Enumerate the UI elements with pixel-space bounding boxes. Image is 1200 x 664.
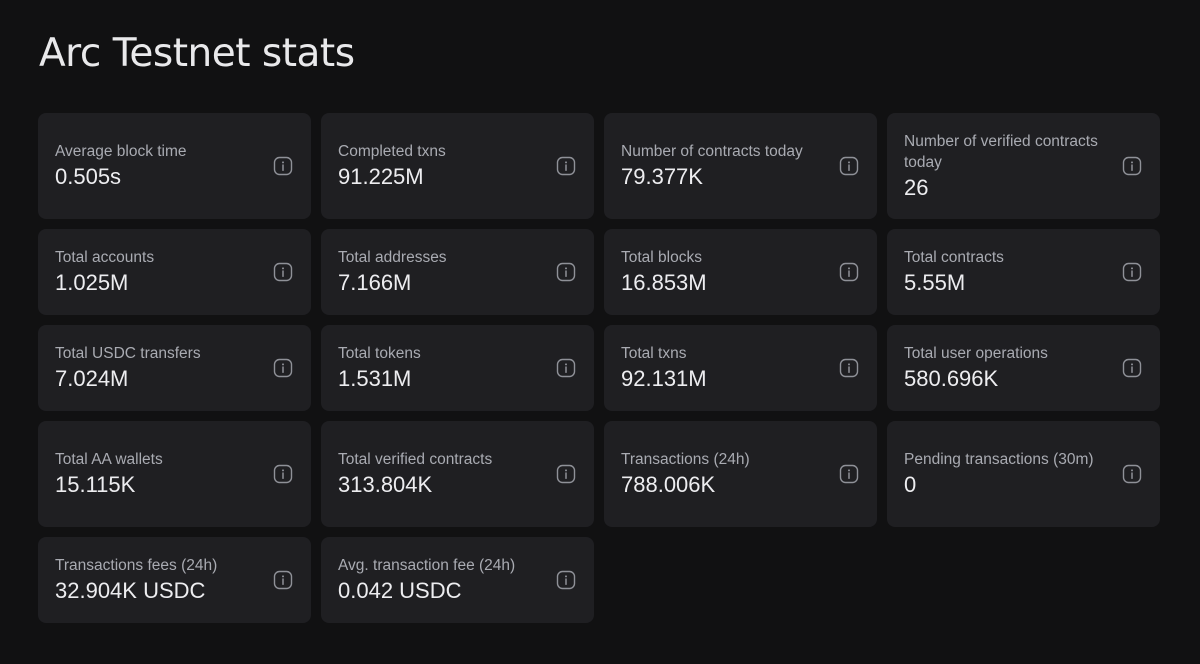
stat-value: 7.166M <box>338 270 412 295</box>
stat-value: 580.696K <box>904 366 999 391</box>
info-icon[interactable] <box>556 262 576 282</box>
stat-value: 788.006K <box>621 472 716 497</box>
stats-grid: Average block time 0.505s Completed txns… <box>38 113 1161 623</box>
stat-value: 313.804K <box>338 472 433 497</box>
stat-card: Total verified contracts 313.804K <box>321 421 594 527</box>
stat-card: Average block time 0.505s <box>38 113 311 219</box>
stat-value: 5.55M <box>904 270 966 295</box>
info-icon[interactable] <box>273 464 293 484</box>
stat-value: 79.377K <box>621 164 703 189</box>
stat-label: Average block time <box>55 143 187 160</box>
stat-card: Total accounts 1.025M <box>38 229 311 315</box>
stat-card: Avg. transaction fee (24h) 0.042 USDC <box>321 537 594 623</box>
info-icon[interactable] <box>556 156 576 176</box>
stat-label: Transactions fees (24h) <box>55 557 218 574</box>
stat-value: 16.853M <box>621 270 707 295</box>
stat-label: Total blocks <box>621 249 702 266</box>
info-icon[interactable] <box>273 262 293 282</box>
info-icon[interactable] <box>273 156 293 176</box>
page-title: Arc Testnet stats <box>39 31 355 76</box>
stat-card: Total USDC transfers 7.024M <box>38 325 311 411</box>
stat-card: Number of verified contracts today 26 <box>887 113 1160 219</box>
info-icon[interactable] <box>1122 156 1142 176</box>
stat-label: Transactions (24h) <box>621 451 750 468</box>
stat-value: 91.225M <box>338 164 424 189</box>
stat-card: Total blocks 16.853M <box>604 229 877 315</box>
stat-card: Total addresses 7.166M <box>321 229 594 315</box>
info-icon[interactable] <box>839 464 859 484</box>
info-icon[interactable] <box>556 570 576 590</box>
stat-label: Number of verified contracts today <box>904 132 1098 171</box>
stat-label: Pending transactions (30m) <box>904 451 1094 468</box>
stat-value: 32.904K USDC <box>55 578 206 603</box>
stat-label: Total USDC transfers <box>55 345 201 362</box>
info-icon[interactable] <box>839 262 859 282</box>
stat-label: Completed txns <box>338 143 446 160</box>
info-icon[interactable] <box>556 464 576 484</box>
stat-label: Number of contracts today <box>621 143 803 160</box>
info-icon[interactable] <box>273 570 293 590</box>
stat-card: Transactions (24h) 788.006K <box>604 421 877 527</box>
stat-label: Total user operations <box>904 345 1048 362</box>
info-icon[interactable] <box>556 358 576 378</box>
stat-value: 1.531M <box>338 366 412 391</box>
stat-label: Total txns <box>621 345 687 362</box>
stat-label: Total accounts <box>55 249 155 266</box>
stat-value: 7.024M <box>55 366 129 391</box>
stat-value: 26 <box>904 174 929 200</box>
stat-value: 0.042 USDC <box>338 578 462 603</box>
stat-card: Total txns 92.131M <box>604 325 877 411</box>
info-icon[interactable] <box>273 358 293 378</box>
info-icon[interactable] <box>1122 262 1142 282</box>
stat-value: 15.115K <box>55 472 136 497</box>
stat-card: Transactions fees (24h) 32.904K USDC <box>38 537 311 623</box>
stat-label: Total verified contracts <box>338 451 493 468</box>
info-icon[interactable] <box>839 156 859 176</box>
stat-card: Total user operations 580.696K <box>887 325 1160 411</box>
info-icon[interactable] <box>839 358 859 378</box>
stat-value: 92.131M <box>621 366 707 391</box>
stat-card: Pending transactions (30m) 0 <box>887 421 1160 527</box>
stat-label: Avg. transaction fee (24h) <box>338 557 516 574</box>
stat-card: Completed txns 91.225M <box>321 113 594 219</box>
stat-card: Number of contracts today 79.377K <box>604 113 877 219</box>
stat-card: Total AA wallets 15.115K <box>38 421 311 527</box>
stat-value: 1.025M <box>55 270 129 295</box>
stat-card: Total contracts 5.55M <box>887 229 1160 315</box>
stat-value: 0 <box>904 472 917 497</box>
stat-label: Total tokens <box>338 345 421 362</box>
stat-label: Total AA wallets <box>55 451 163 468</box>
stat-card: Total tokens 1.531M <box>321 325 594 411</box>
stat-label: Total contracts <box>904 249 1004 266</box>
info-icon[interactable] <box>1122 464 1142 484</box>
stat-value: 0.505s <box>55 164 122 189</box>
info-icon[interactable] <box>1122 358 1142 378</box>
stat-label: Total addresses <box>338 249 447 266</box>
